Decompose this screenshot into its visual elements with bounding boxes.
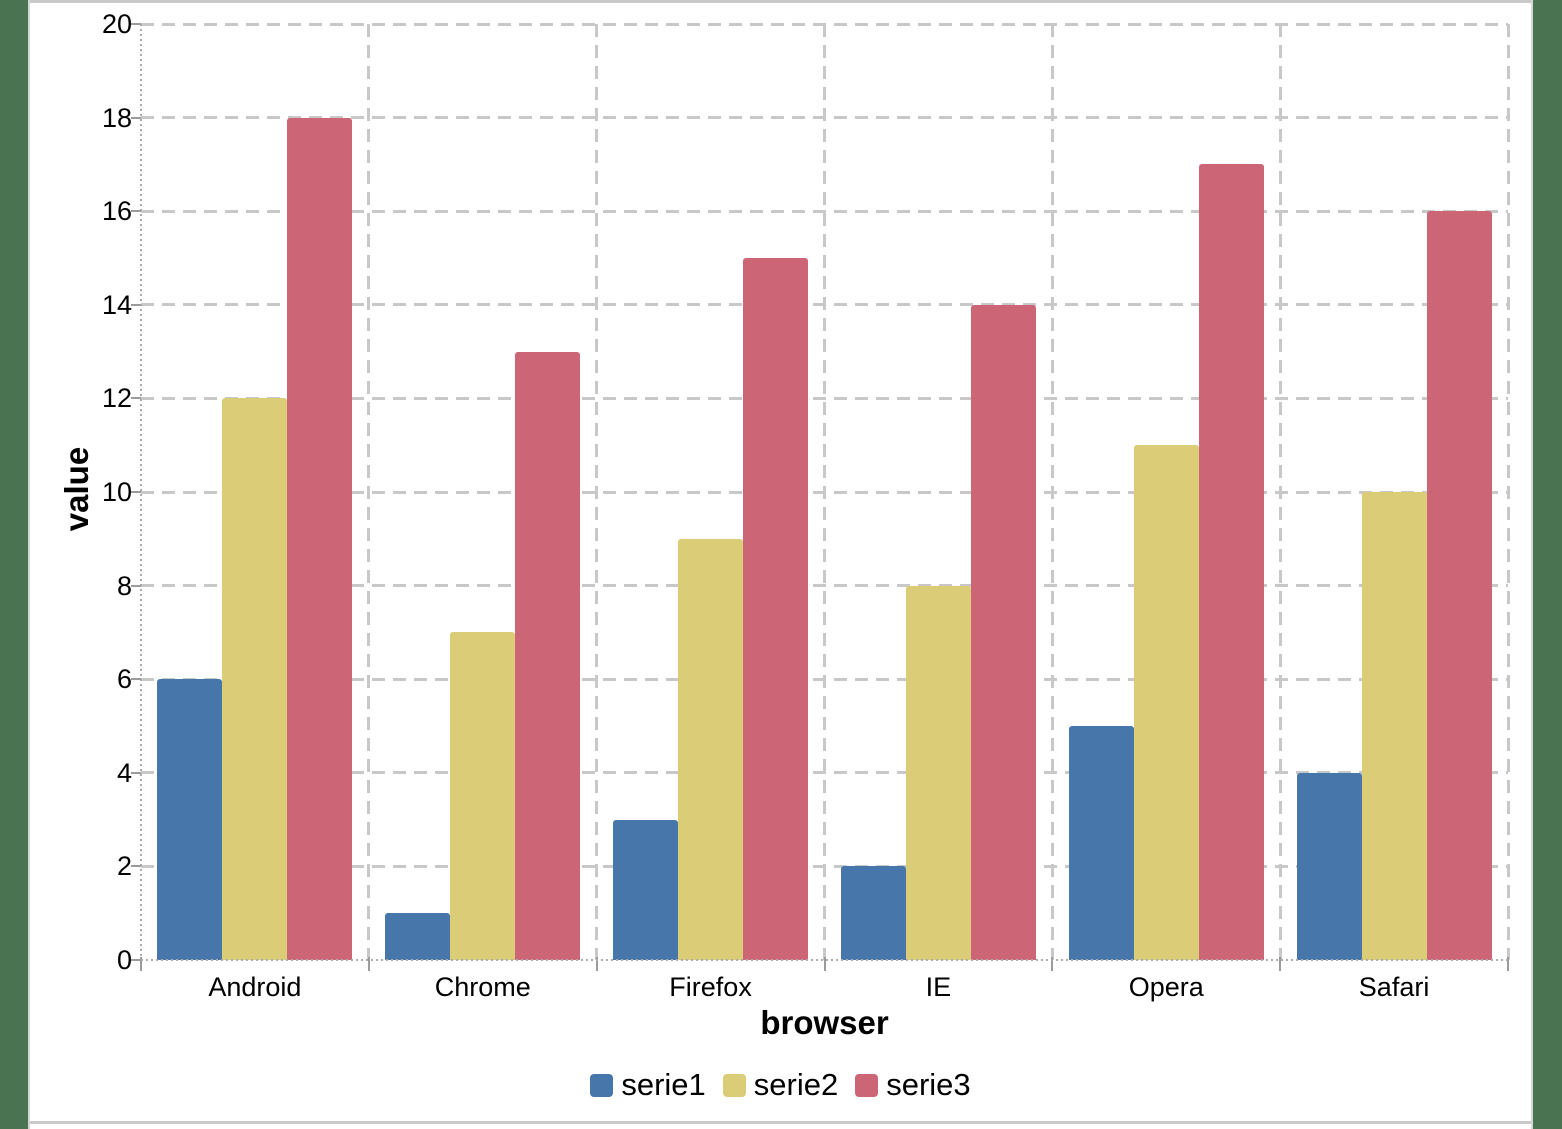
y-tick-label-0: 0 [116, 945, 132, 975]
bar-serie3-firefox [743, 258, 809, 960]
bar-serie1-chrome [385, 913, 451, 960]
bar-serie2-ie [905, 585, 971, 960]
bar-group-chrome [369, 24, 597, 960]
legend: serie1 serie2 serie3 [28, 1068, 1533, 1102]
x-axis-tick-2 [595, 957, 598, 971]
y-tick-label-2: 2 [116, 851, 132, 882]
bar-serie1-opera [1068, 726, 1134, 960]
gridline-vertical-5 [1278, 24, 1282, 960]
y-axis-tick-10 [131, 491, 141, 493]
legend-label-serie2: serie2 [753, 1067, 839, 1102]
bar-serie1-firefox [613, 819, 679, 960]
bar-serie2-chrome [450, 632, 516, 960]
y-axis-tick-4 [131, 771, 141, 774]
y-axis-tick-8 [131, 584, 141, 587]
bar-serie2-android [222, 398, 288, 960]
bar-serie1-android [157, 679, 223, 960]
y-tick-label-8: 8 [116, 570, 132, 601]
category-label-firefox: Firefox [669, 972, 752, 1002]
y-axis-tick-16 [131, 210, 141, 213]
bar-group-firefox [597, 24, 825, 960]
category-label-android: Android [208, 972, 302, 1002]
x-axis-title: browser [760, 1004, 889, 1041]
y-tick-label-12: 12 [101, 383, 132, 414]
bar-serie3-chrome [515, 351, 581, 960]
panel-border-left [28, 0, 30, 1129]
x-axis-tick-4 [1051, 957, 1054, 971]
gridline-vertical-2 [595, 24, 599, 960]
legend-swatch-serie2 [722, 1073, 746, 1097]
x-axis-tick-1 [367, 957, 370, 971]
bar-serie2-opera [1133, 445, 1199, 960]
legend-item-serie3: serie3 [855, 1067, 971, 1102]
y-axis-tick-6 [131, 678, 141, 681]
bar-serie3-safari [1426, 211, 1492, 960]
y-axis-tick-14 [131, 303, 141, 306]
legend-label-serie1: serie1 [621, 1067, 706, 1102]
x-axis-line [141, 959, 1508, 961]
bar-group-safari [1280, 24, 1508, 960]
panel-border-right [1531, 0, 1533, 1129]
bar-serie3-opera [1198, 164, 1264, 960]
bar-group-ie [825, 24, 1053, 960]
y-tick-label-10: 10 [101, 477, 132, 507]
gridline-vertical-6 [1506, 24, 1510, 960]
x-axis-tick-3 [823, 957, 826, 971]
x-axis-tick-5 [1279, 957, 1282, 971]
y-tick-label-16: 16 [101, 196, 132, 227]
y-axis-line [140, 24, 142, 960]
y-axis-tick-20 [131, 23, 141, 25]
bar-serie3-ie [970, 304, 1036, 960]
y-tick-label-20: 20 [101, 9, 132, 39]
y-tick-label-14: 14 [101, 289, 132, 320]
category-label-chrome: Chrome [434, 972, 531, 1002]
y-tick-label-6: 6 [116, 664, 132, 695]
legend-swatch-serie1 [590, 1073, 614, 1097]
y-axis-tick-0 [131, 959, 141, 961]
bar-group-opera [1052, 24, 1280, 960]
y-tick-label-4: 4 [116, 757, 132, 788]
x-axis-tick-6 [1507, 957, 1509, 971]
bar-group-android [141, 24, 369, 960]
category-label-safari: Safari [1358, 972, 1430, 1002]
legend-label-serie3: serie3 [886, 1067, 971, 1102]
bar-serie2-firefox [678, 538, 744, 960]
gridline-vertical-3 [823, 24, 826, 960]
x-axis-tick-0 [140, 957, 142, 971]
bar-serie1-ie [840, 866, 906, 960]
legend-item-serie2: serie2 [722, 1067, 839, 1102]
y-axis-tick-18 [131, 116, 141, 119]
chart-panel: value browser serie1 serie2 serie3 0 2 4 6 8 10… [28, 0, 1533, 1129]
legend-swatch-serie3 [855, 1073, 879, 1097]
bar-serie2-safari [1361, 492, 1427, 960]
bar-serie1-safari [1296, 772, 1362, 960]
panel-border-bottom [28, 1121, 1533, 1124]
bar-serie3-android [287, 117, 353, 960]
category-label-opera: Opera [1128, 972, 1204, 1002]
legend-item-serie1: serie1 [590, 1067, 706, 1102]
plot-area [131, 22, 1510, 971]
y-axis-tick-12 [131, 397, 141, 400]
panel-border-top [28, 0, 1533, 3]
y-axis-tick-2 [131, 865, 141, 868]
gridline-vertical-1 [367, 24, 371, 960]
gridline-vertical-4 [1050, 24, 1054, 960]
y-tick-label-18: 18 [101, 102, 132, 133]
category-label-ie: IE [925, 972, 952, 1002]
